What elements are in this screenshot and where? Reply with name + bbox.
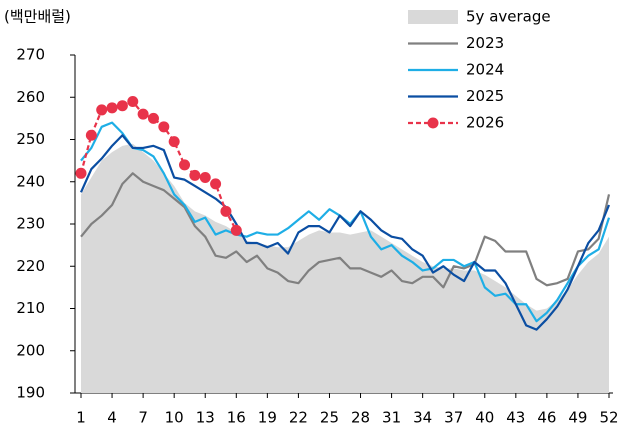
x-tick-label: 10 — [165, 409, 184, 427]
marker — [85, 129, 97, 141]
y-tick-label: 200 — [16, 341, 45, 359]
y-tick-label: 260 — [16, 88, 45, 106]
x-tick-label: 28 — [351, 409, 370, 427]
x-tick-label: 34 — [413, 409, 432, 427]
x-tick-label: 13 — [196, 409, 215, 427]
legend-label: 2025 — [466, 87, 504, 105]
x-tick-label: 4 — [107, 409, 117, 427]
y-tick-label: 270 — [16, 46, 45, 64]
x-tick-label: 40 — [475, 409, 494, 427]
x-tick-label: 22 — [289, 409, 308, 427]
marker — [230, 224, 242, 236]
legend-label: 2024 — [466, 61, 504, 79]
line — [80, 172, 611, 289]
x-tick-label: 16 — [227, 409, 246, 427]
marker — [106, 102, 118, 114]
marker — [127, 95, 139, 107]
marker — [189, 169, 201, 181]
legend-label: 2026 — [466, 114, 504, 132]
y-tick-label: 240 — [16, 172, 45, 190]
marker — [116, 100, 128, 112]
legend-marker — [427, 117, 439, 129]
marker — [199, 172, 211, 184]
marker — [168, 136, 180, 148]
y-tick-label: 210 — [16, 299, 45, 317]
marker — [158, 121, 170, 133]
x-tick-label: 37 — [444, 409, 463, 427]
line — [79, 134, 611, 331]
x-tick-label: 7 — [138, 409, 148, 427]
y-tick-label: 250 — [16, 130, 45, 148]
x-tick-label: 19 — [258, 409, 277, 427]
x-tick-label: 49 — [568, 409, 587, 427]
legend-swatch — [408, 10, 458, 24]
marker — [96, 104, 108, 116]
y-tick-label: 220 — [16, 257, 45, 275]
marker — [147, 112, 159, 124]
x-tick-label: 43 — [506, 409, 525, 427]
y-tick-label: 230 — [16, 215, 45, 233]
marker — [220, 205, 232, 217]
x-tick-label: 46 — [537, 409, 556, 427]
y-tick-label: 190 — [16, 384, 45, 402]
x-tick-label: 25 — [320, 409, 339, 427]
legend-label: 5y average — [466, 8, 551, 26]
marker — [137, 108, 149, 120]
y-axis-label: (백만배럴) — [4, 8, 71, 26]
x-tick-label: 52 — [599, 409, 618, 427]
legend-label: 2023 — [466, 34, 504, 52]
x-tick-label: 31 — [382, 409, 401, 427]
marker — [210, 178, 222, 190]
x-tick-label: 1 — [76, 409, 86, 427]
marker — [75, 167, 87, 179]
marker — [179, 159, 191, 171]
area — [81, 143, 609, 393]
